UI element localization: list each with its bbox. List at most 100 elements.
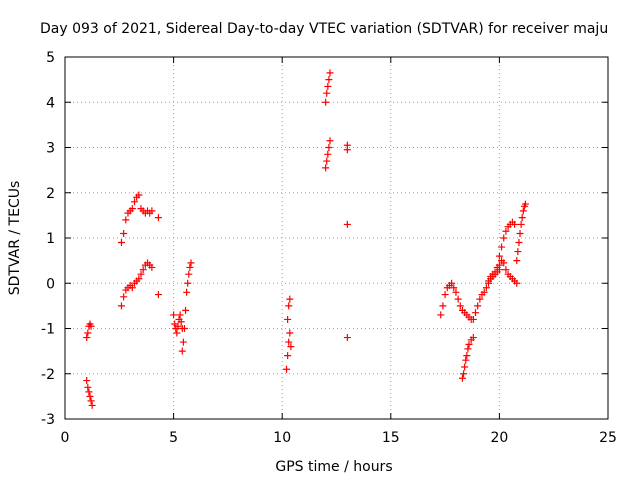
data-point: [148, 263, 156, 271]
data-point: [120, 293, 128, 301]
y-tick-label: 2: [46, 186, 55, 202]
data-point: [286, 329, 294, 337]
data-point: [184, 279, 192, 287]
data-point: [343, 334, 351, 342]
data-point: [491, 268, 499, 276]
data-point: [128, 205, 136, 213]
data-point: [323, 89, 331, 97]
data-points: [83, 69, 529, 409]
data-point: [326, 69, 334, 77]
data-point: [462, 356, 470, 364]
data-point: [498, 243, 506, 251]
x-axis-label: GPS time / hours: [275, 459, 392, 475]
data-point: [117, 239, 125, 247]
data-point: [482, 284, 490, 292]
data-point: [187, 259, 195, 267]
data-point: [183, 288, 191, 296]
data-point: [456, 302, 464, 310]
data-point: [343, 220, 351, 228]
data-point: [500, 259, 508, 267]
data-point: [86, 392, 94, 400]
y-axis: -3 -2 -1 0 1 2 3 4 5: [41, 50, 608, 428]
data-point: [463, 352, 471, 360]
data-point: [87, 397, 95, 405]
data-point: [495, 252, 503, 260]
data-point: [452, 288, 460, 296]
data-point: [461, 363, 469, 371]
data-point: [323, 157, 331, 165]
data-point: [173, 329, 181, 337]
data-point: [185, 270, 193, 278]
data-point: [137, 270, 145, 278]
data-point: [322, 164, 330, 172]
data-point: [513, 257, 521, 265]
data-point: [343, 146, 351, 154]
data-point: [472, 309, 480, 317]
data-point: [465, 340, 473, 348]
data-point: [122, 216, 130, 224]
data-point: [325, 76, 333, 84]
data-point: [519, 207, 527, 215]
data-point: [117, 302, 125, 310]
data-point: [85, 388, 93, 396]
y-axis-label: SDTVAR / TECUs: [7, 181, 23, 296]
data-point: [180, 325, 188, 332]
grid-lines: [65, 57, 608, 419]
x-tick-label: 0: [61, 430, 70, 446]
data-point: [500, 234, 508, 242]
data-point: [324, 82, 332, 90]
data-point: [325, 144, 333, 151]
data-point: [322, 98, 330, 106]
data-point: [83, 377, 91, 385]
data-point: [154, 291, 162, 299]
data-point: [176, 311, 184, 319]
data-point: [517, 220, 525, 228]
data-point: [177, 318, 185, 326]
data-point: [464, 345, 472, 353]
data-point: [84, 329, 92, 337]
data-point: [285, 302, 293, 310]
data-point: [135, 191, 143, 199]
data-point: [476, 295, 484, 303]
data-point: [87, 322, 95, 330]
data-point: [284, 315, 292, 323]
data-point: [511, 220, 519, 228]
data-point: [454, 295, 462, 303]
x-tick-label: 15: [382, 430, 400, 446]
data-point: [521, 200, 529, 208]
data-point: [514, 248, 522, 256]
y-tick-label: 5: [46, 50, 55, 66]
data-point: [179, 338, 187, 346]
data-point: [128, 284, 136, 292]
data-point: [495, 261, 503, 269]
data-point: [480, 288, 488, 296]
plot-frame: [64, 56, 609, 420]
data-point: [284, 352, 292, 360]
data-point: [186, 263, 194, 271]
x-tick-label: 20: [490, 430, 508, 446]
y-tick-label: 4: [46, 95, 55, 111]
data-point: [120, 229, 128, 237]
chart-title: Day 093 of 2021, Sidereal Day-to-day VTE…: [40, 21, 608, 37]
data-point: [131, 198, 139, 206]
data-point: [154, 214, 162, 222]
y-tick-label: 1: [46, 231, 55, 247]
data-point: [170, 311, 178, 319]
data-point: [469, 334, 477, 342]
data-point: [83, 334, 91, 342]
data-point: [518, 214, 526, 222]
data-point: [469, 315, 477, 323]
data-point: [502, 227, 510, 235]
x-tick-label: 25: [599, 430, 617, 446]
data-point: [84, 383, 92, 391]
x-axis: 0 5 10 15 20 25: [61, 57, 617, 446]
y-tick-label: 0: [46, 276, 55, 292]
x-tick-label: 5: [169, 430, 178, 446]
x-tick-label: 10: [273, 430, 291, 446]
data-point: [448, 279, 456, 287]
data-point: [516, 229, 524, 237]
data-point: [178, 347, 186, 355]
y-tick-label: -3: [41, 412, 55, 428]
data-point: [513, 279, 521, 287]
